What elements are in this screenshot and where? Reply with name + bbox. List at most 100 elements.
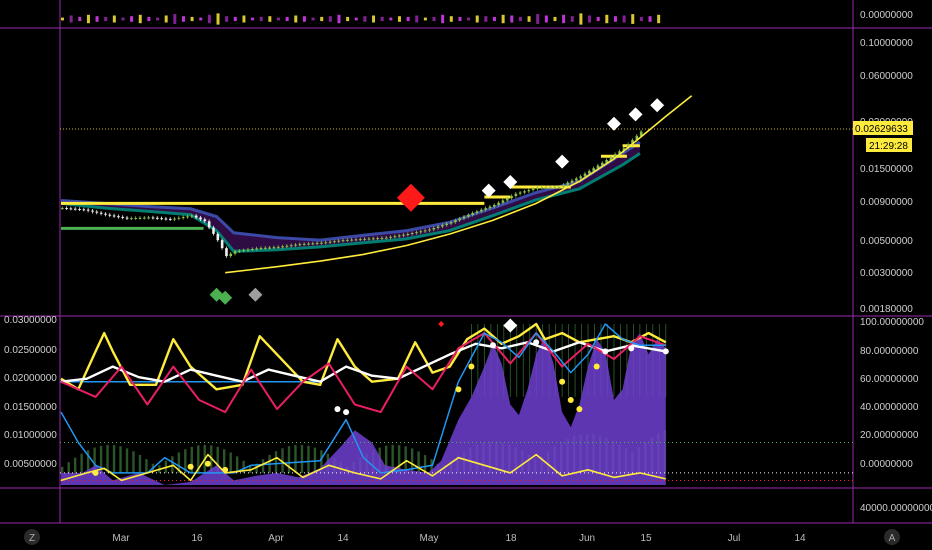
pink-line-series — [60, 332, 667, 414]
price-tick-label: 0.01500000 — [860, 164, 913, 175]
candle-body — [233, 251, 237, 254]
candle-body — [484, 208, 487, 210]
auto-scale-button[interactable]: A — [884, 529, 900, 545]
signal-diamond-marker[interactable] — [503, 174, 518, 189]
candle-body — [501, 200, 505, 203]
candle-body — [337, 240, 341, 242]
signal-dot — [204, 460, 211, 467]
oscillator-diamond-marker[interactable] — [438, 321, 445, 328]
volume-bar — [294, 445, 297, 473]
volume-bar — [145, 459, 148, 473]
volume-bar — [287, 446, 291, 473]
signal-dot — [533, 339, 540, 346]
signal-diamond-marker[interactable] — [248, 287, 263, 302]
signal-diamond-marker[interactable] — [218, 290, 233, 305]
top-histogram-pane — [61, 13, 661, 25]
candle-body — [272, 247, 276, 249]
signal-dot — [602, 348, 609, 355]
volume-bar — [67, 462, 70, 473]
oscillator-left-tick-label: 0.02000000 — [4, 373, 57, 384]
candle-body — [251, 248, 254, 250]
candle-body — [376, 238, 379, 240]
signal-diamond-marker[interactable] — [396, 183, 425, 212]
candle-body — [410, 233, 414, 235]
last-price-box — [853, 121, 913, 135]
candle-body — [281, 246, 284, 248]
histogram-bar — [285, 16, 289, 22]
candle-body — [596, 165, 600, 169]
histogram-bar — [613, 16, 617, 22]
candle-body — [635, 135, 639, 140]
volume-bar — [125, 448, 129, 473]
countdown-label: 21:29:28 — [866, 138, 912, 152]
histogram-bar — [104, 16, 108, 22]
candle-body — [354, 239, 358, 241]
blue-step-series — [60, 323, 666, 474]
histogram-bar — [328, 16, 332, 22]
candle-body — [428, 229, 431, 231]
histogram-bar — [61, 17, 64, 21]
candle-body — [372, 238, 375, 240]
price-tick-label: 0.00000000 — [860, 10, 913, 21]
histogram-bar — [147, 16, 151, 22]
candle-body — [341, 240, 345, 242]
histogram-bar — [86, 14, 90, 24]
yellow-line-series — [60, 322, 667, 391]
oscillator-left-tick-label: 0.01000000 — [4, 430, 57, 441]
histogram-bar — [510, 15, 514, 23]
oscillator-right-axis[interactable]: 100.00000000 80.00000000 60.00000000 40.000… — [860, 317, 924, 470]
histogram-bar — [207, 14, 211, 24]
volume-bar — [177, 452, 181, 473]
volume-bar — [410, 448, 414, 473]
time-tick-label: 14 — [794, 533, 806, 544]
histogram-bar — [69, 15, 73, 23]
signal-diamond-marker[interactable] — [481, 183, 496, 198]
oscillator-right-tick-label: 40.00000000 — [860, 402, 919, 413]
oscillator-left-tick-label: 0.01500000 — [4, 402, 57, 413]
price-tick-label: 0.06000000 — [860, 71, 913, 82]
histogram-bar — [639, 16, 643, 22]
candle-body — [225, 248, 228, 257]
histogram-bar — [458, 16, 462, 22]
candle-body — [350, 239, 354, 241]
histogram-bar — [242, 15, 246, 23]
candle-body — [324, 242, 328, 244]
histogram-bar — [432, 16, 436, 22]
signal-diamond-marker[interactable] — [555, 154, 570, 169]
price-pane[interactable] — [60, 95, 853, 305]
histogram-bar — [484, 16, 488, 22]
candle-body — [212, 227, 215, 234]
oscillator-pane[interactable] — [60, 318, 853, 485]
histogram-bar — [380, 16, 384, 22]
signal-diamond-marker[interactable] — [650, 98, 665, 113]
candle-body — [285, 245, 289, 247]
histogram-bar — [138, 14, 142, 24]
volume-bar — [99, 445, 103, 473]
time-tick-label: Apr — [268, 533, 284, 544]
candle-body — [639, 131, 643, 136]
candle-body — [626, 144, 630, 149]
signal-diamond-marker[interactable] — [606, 116, 621, 131]
histogram-bar — [268, 16, 272, 22]
candle-body — [367, 238, 371, 240]
candle-body — [601, 162, 604, 166]
candle-body — [441, 225, 444, 227]
histogram-bar — [112, 15, 116, 23]
candle-body — [588, 170, 591, 174]
histogram-bar — [527, 16, 531, 22]
candle-body — [609, 157, 613, 160]
volume-bar — [184, 449, 187, 473]
time-axis[interactable]: Mar 16 Apr 14 May 18 Jun 15 Jul 14 — [112, 533, 806, 544]
zoom-left-button[interactable]: Z — [24, 529, 40, 545]
last-price-label: 0.02629633 — [853, 121, 913, 135]
candle-body — [566, 182, 570, 185]
histogram-bar — [423, 17, 427, 21]
signal-dot — [567, 396, 574, 403]
signal-diamond-marker[interactable] — [628, 107, 643, 122]
candle-body — [130, 218, 133, 220]
candle-body — [147, 217, 150, 219]
candle-body — [579, 176, 582, 179]
candle-body — [432, 228, 436, 230]
oscillator-diamond-marker[interactable] — [503, 318, 518, 333]
